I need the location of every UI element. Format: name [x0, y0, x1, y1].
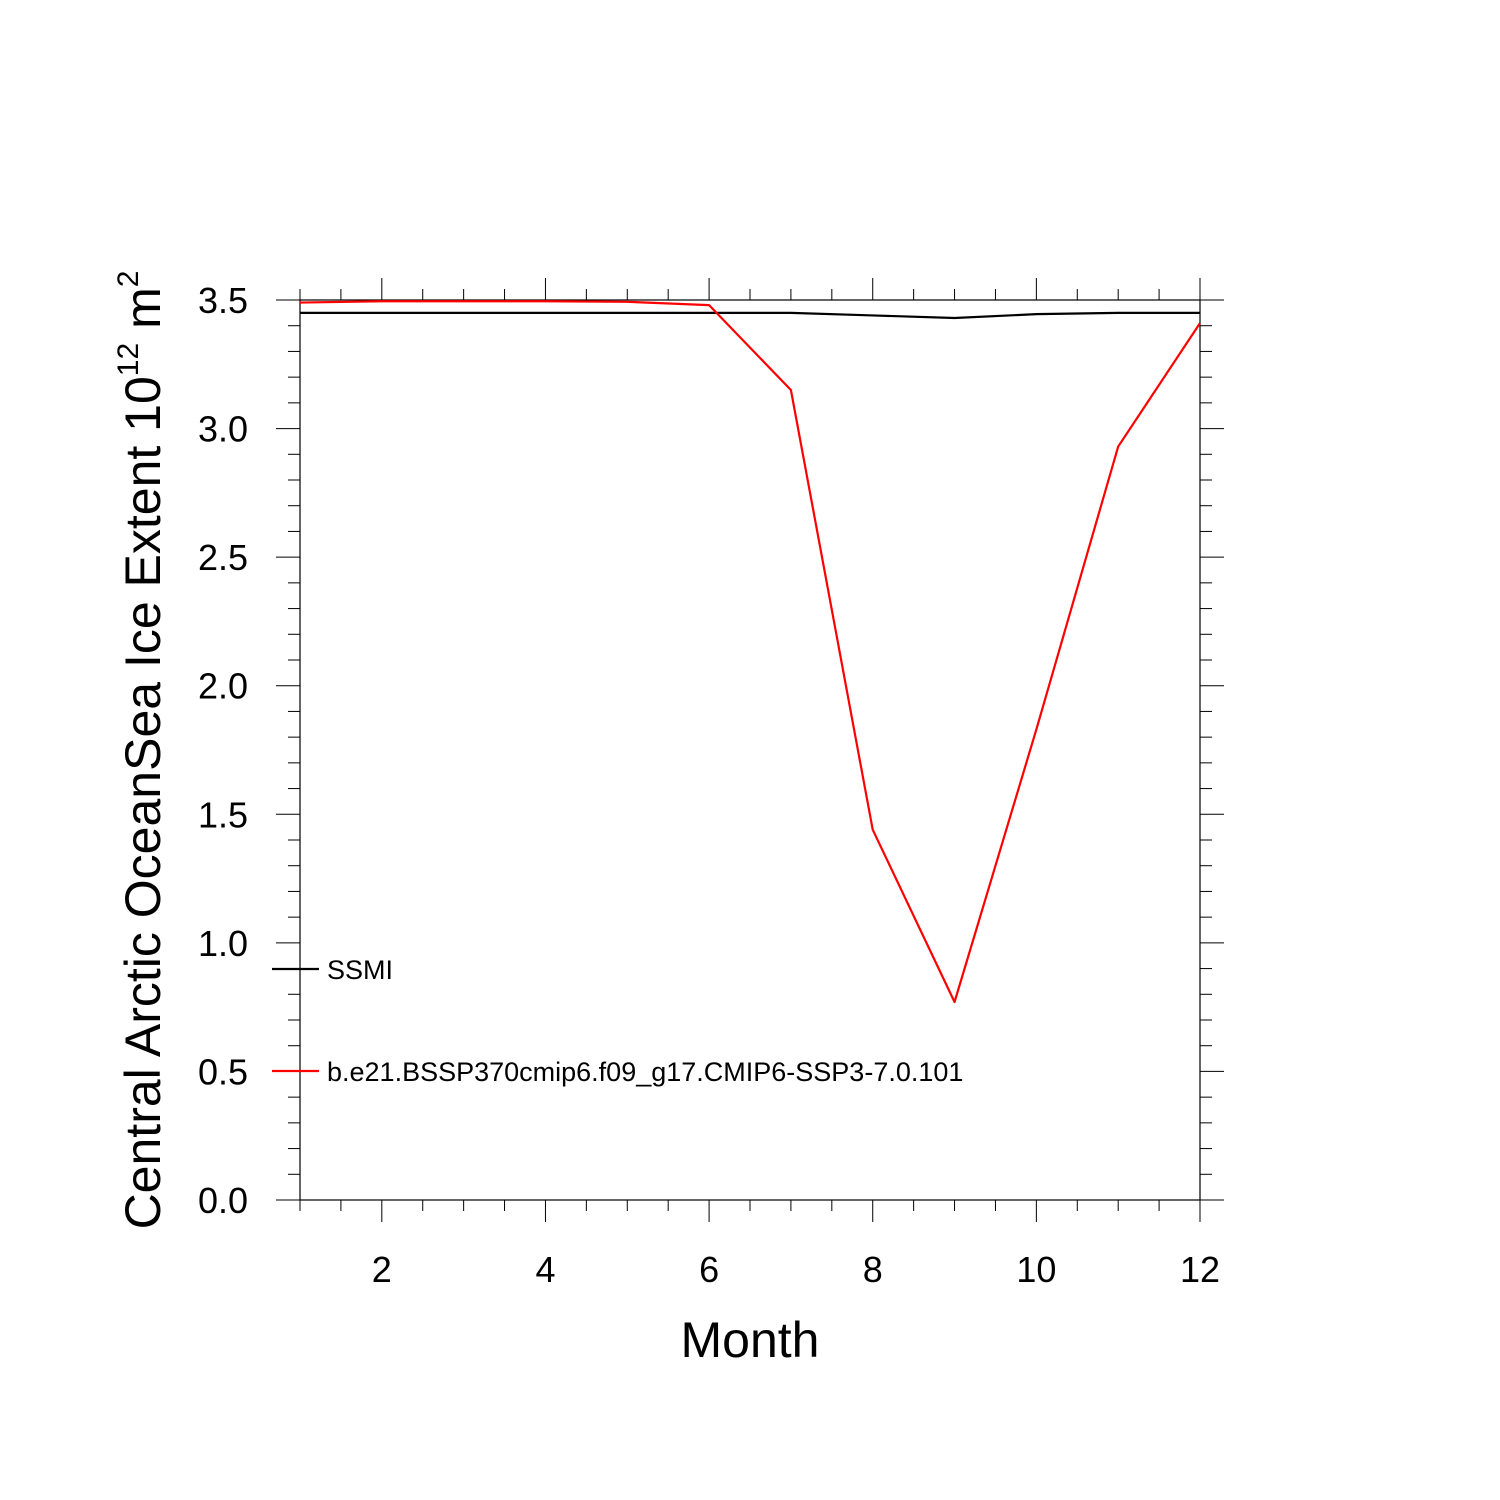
y-axis-label-unit-base: m: [115, 287, 171, 329]
series-line-1: [299, 300, 1201, 1004]
x-tick-label: 12: [1180, 1249, 1220, 1290]
y-axis-label-main: Central Arctic OceanSea Ice Extent 10: [115, 376, 171, 1229]
y-axis-label-unit: [115, 329, 171, 343]
y-tick-label: 2.0: [198, 666, 248, 707]
x-tick-label: 6: [699, 1249, 719, 1290]
y-axis-label-unit-exponent: 2: [112, 271, 145, 288]
series-line-0: [300, 311, 1200, 320]
x-tick-label: 4: [535, 1249, 555, 1290]
x-axis-label: Month: [681, 1312, 820, 1368]
y-axis-label-exponent: 12: [112, 343, 145, 376]
y-axis-label: Central Arctic OceanSea Ice Extent 1012 …: [112, 271, 171, 1230]
y-tick-label: 1.5: [198, 794, 248, 835]
y-tick-label: 3.5: [198, 280, 248, 321]
series-lines: [299, 300, 1201, 1004]
legend: SSMI b.e21.BSSP370cmip6.f09_g17.CMIP6-SSP…: [272, 955, 963, 1087]
axis-ticks: [276, 278, 1224, 1222]
y-tick-label: 0.0: [198, 1180, 248, 1221]
legend-label-1: b.e21.BSSP370cmip6.f09_g17.CMIP6-SSP3-7.…: [327, 1057, 963, 1087]
x-tick-label: 2: [372, 1249, 392, 1290]
y-tick-label: 2.5: [198, 537, 248, 578]
tick-labels: 2 4 6 8 10 12 0.0 0.5 1.0 1.5 2.0 2.5 3.0 3.5: [198, 280, 1220, 1290]
y-tick-label: 1.0: [198, 923, 248, 964]
y-tick-label: 0.5: [198, 1051, 248, 1092]
y-tick-label: 3.0: [198, 409, 248, 450]
x-tick-label: 10: [1016, 1249, 1056, 1290]
legend-label-0: SSMI: [327, 955, 393, 985]
x-tick-label: 8: [863, 1249, 883, 1290]
